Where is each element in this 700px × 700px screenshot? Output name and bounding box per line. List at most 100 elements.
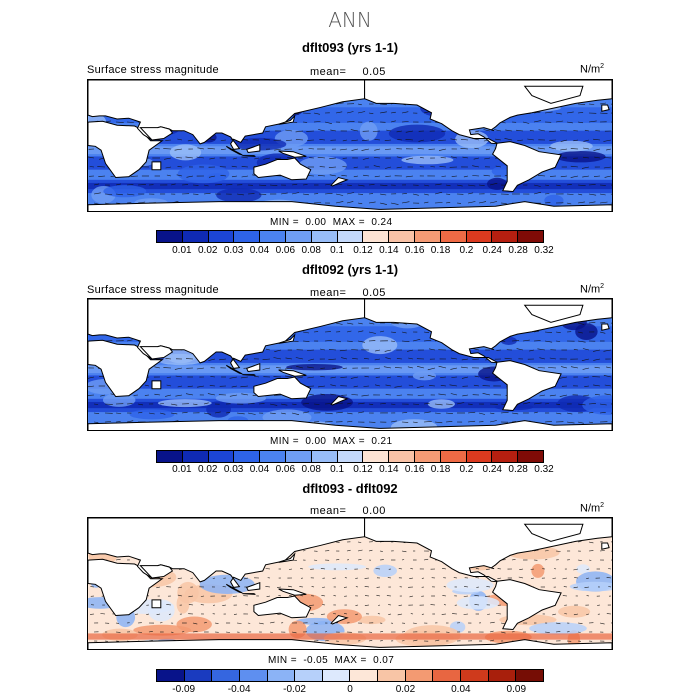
wind-vector <box>332 367 337 370</box>
wind-vector <box>467 192 474 195</box>
colorbar-tick-label: 0.1 <box>330 464 345 475</box>
wind-vector <box>406 157 414 160</box>
wind-vector <box>357 340 365 343</box>
wind-vector <box>423 331 430 333</box>
wind-vector <box>264 130 271 133</box>
wind-vector <box>357 411 364 414</box>
colorbar-cell <box>157 670 185 681</box>
wind-vector <box>330 129 337 132</box>
wind-vector <box>222 586 227 588</box>
wind-vector <box>233 613 238 615</box>
wind-vector <box>258 622 264 625</box>
wind-vector <box>165 358 172 360</box>
wind-vector <box>342 367 348 369</box>
wind-vector <box>379 550 383 552</box>
wind-vector <box>456 402 465 405</box>
wind-vector <box>416 385 425 388</box>
wind-vector <box>313 559 318 561</box>
wind-vector <box>594 156 601 159</box>
field-blob <box>487 177 508 190</box>
wind-vector <box>428 348 436 351</box>
wind-vector <box>599 112 608 114</box>
wind-vector <box>280 192 288 195</box>
colorbar-top <box>156 230 544 243</box>
wind-vector <box>577 121 584 124</box>
wind-vector <box>262 358 271 360</box>
wind-vector <box>384 139 392 141</box>
field-blob <box>169 144 202 161</box>
wind-vector <box>307 376 315 379</box>
wind-vector <box>577 322 585 325</box>
wind-vector <box>320 376 326 378</box>
wind-vector <box>357 103 362 106</box>
landmass <box>88 639 612 649</box>
wind-vector <box>533 402 542 405</box>
wind-vector <box>346 111 354 114</box>
wind-vector <box>577 112 584 114</box>
wind-vector <box>388 613 392 615</box>
wind-vector <box>295 357 304 360</box>
wind-vector <box>277 613 282 615</box>
wind-vector <box>222 604 227 606</box>
wind-vector <box>302 403 310 405</box>
field-blob <box>427 399 455 409</box>
wind-vector <box>240 376 249 379</box>
wind-vector <box>170 403 178 406</box>
wind-vector <box>344 613 348 615</box>
wind-vector <box>604 175 612 178</box>
wind-vector <box>566 202 572 205</box>
wind-vector <box>566 184 572 186</box>
wind-vector <box>368 640 373 642</box>
wind-vector <box>88 385 95 388</box>
wind-vector <box>291 403 297 405</box>
wind-vector <box>552 613 557 616</box>
wind-vector <box>265 348 271 351</box>
wind-vector <box>577 184 586 186</box>
field-blob <box>558 605 591 618</box>
wind-vector <box>175 394 183 397</box>
wind-vector <box>577 559 582 561</box>
wind-vector <box>368 331 376 334</box>
wind-vector <box>269 412 276 414</box>
wind-vector <box>214 622 219 624</box>
wind-vector <box>577 622 583 624</box>
wind-vector <box>398 568 403 570</box>
colorbar-cell <box>212 670 240 681</box>
wind-vector <box>460 139 469 141</box>
wind-vector <box>533 120 541 123</box>
wind-vector <box>275 157 282 160</box>
wind-vector <box>434 183 442 186</box>
wind-vector <box>341 175 348 177</box>
wind-vector <box>603 157 612 159</box>
wind-vector <box>500 622 505 624</box>
colorbar-tick-label: 0.02 <box>197 245 218 256</box>
landmass <box>242 593 256 595</box>
wind-vector <box>335 184 343 186</box>
wind-vector <box>610 412 612 414</box>
wind-vector <box>330 384 337 387</box>
wind-vector <box>203 402 209 405</box>
wind-vector <box>555 403 561 405</box>
field-blob <box>544 194 564 207</box>
wind-vector <box>430 139 436 142</box>
field-band <box>88 375 612 389</box>
colorbar-tick-label: 0.01 <box>172 245 192 256</box>
wind-vector <box>200 595 205 597</box>
wind-vector <box>544 184 549 186</box>
wind-vector <box>341 357 348 360</box>
wind-vector <box>401 340 410 342</box>
wind-vector <box>412 421 418 423</box>
field-blob <box>286 364 343 371</box>
wind-vector <box>394 385 403 388</box>
landmass <box>88 80 366 150</box>
wind-vector <box>423 193 429 196</box>
wind-vector <box>555 550 561 552</box>
wind-vector <box>210 376 216 378</box>
wind-vector <box>352 358 359 360</box>
wind-vector <box>126 193 135 196</box>
colorbar-tick-label: 0.16 <box>404 464 425 475</box>
wind-vector <box>385 357 392 360</box>
field-blob <box>176 616 212 633</box>
wind-vector <box>93 183 100 186</box>
wind-vector <box>441 175 447 177</box>
